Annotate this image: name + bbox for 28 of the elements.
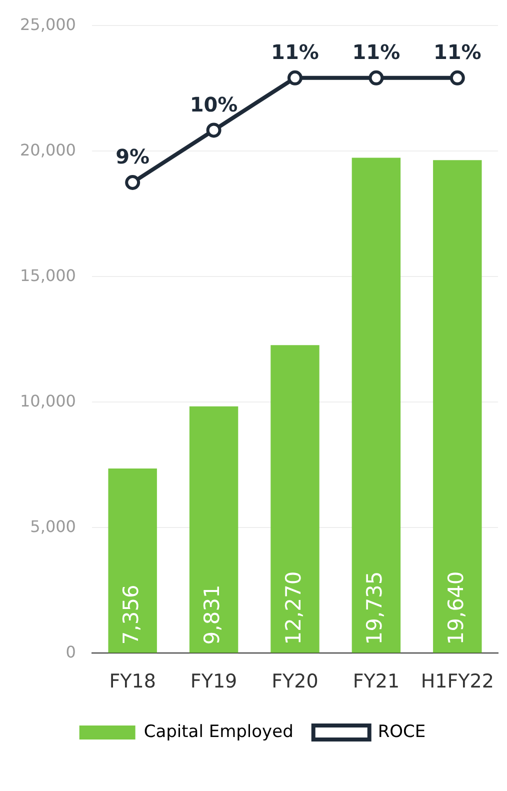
legend-label: Capital Employed bbox=[144, 722, 294, 742]
data-label: 11% bbox=[271, 40, 319, 64]
data-label: 9,831 bbox=[200, 584, 224, 645]
bar bbox=[270, 345, 320, 653]
y-tick-label: 0 bbox=[66, 642, 76, 662]
data-label: 11% bbox=[433, 40, 482, 64]
bar bbox=[352, 158, 401, 653]
data-label: 10% bbox=[190, 92, 238, 116]
data-label: 19,735 bbox=[362, 571, 387, 645]
x-tick-label: FY20 bbox=[272, 670, 318, 693]
data-label: 9% bbox=[116, 144, 150, 169]
y-tick-label: 20,000 bbox=[20, 140, 76, 160]
y-tick-label: 5,000 bbox=[30, 516, 76, 536]
legend-label: ROCE bbox=[378, 722, 426, 742]
bar bbox=[433, 160, 482, 653]
y-tick-label: 25,000 bbox=[20, 14, 76, 34]
data-label: 19,640 bbox=[444, 571, 468, 645]
y-tick-label: 15,000 bbox=[20, 266, 76, 285]
data-label: 7,356 bbox=[119, 584, 144, 645]
data-label: 12,270 bbox=[281, 571, 306, 645]
x-tick-label: FY18 bbox=[109, 670, 156, 693]
bar bbox=[189, 406, 238, 653]
x-tick-label: FY21 bbox=[352, 670, 400, 693]
bar bbox=[108, 468, 157, 653]
x-tick-label: FY19 bbox=[190, 670, 238, 693]
y-tick-label: 10,000 bbox=[20, 391, 76, 410]
data-label: 11% bbox=[352, 40, 400, 64]
x-tick-label: H1FY22 bbox=[420, 670, 494, 693]
